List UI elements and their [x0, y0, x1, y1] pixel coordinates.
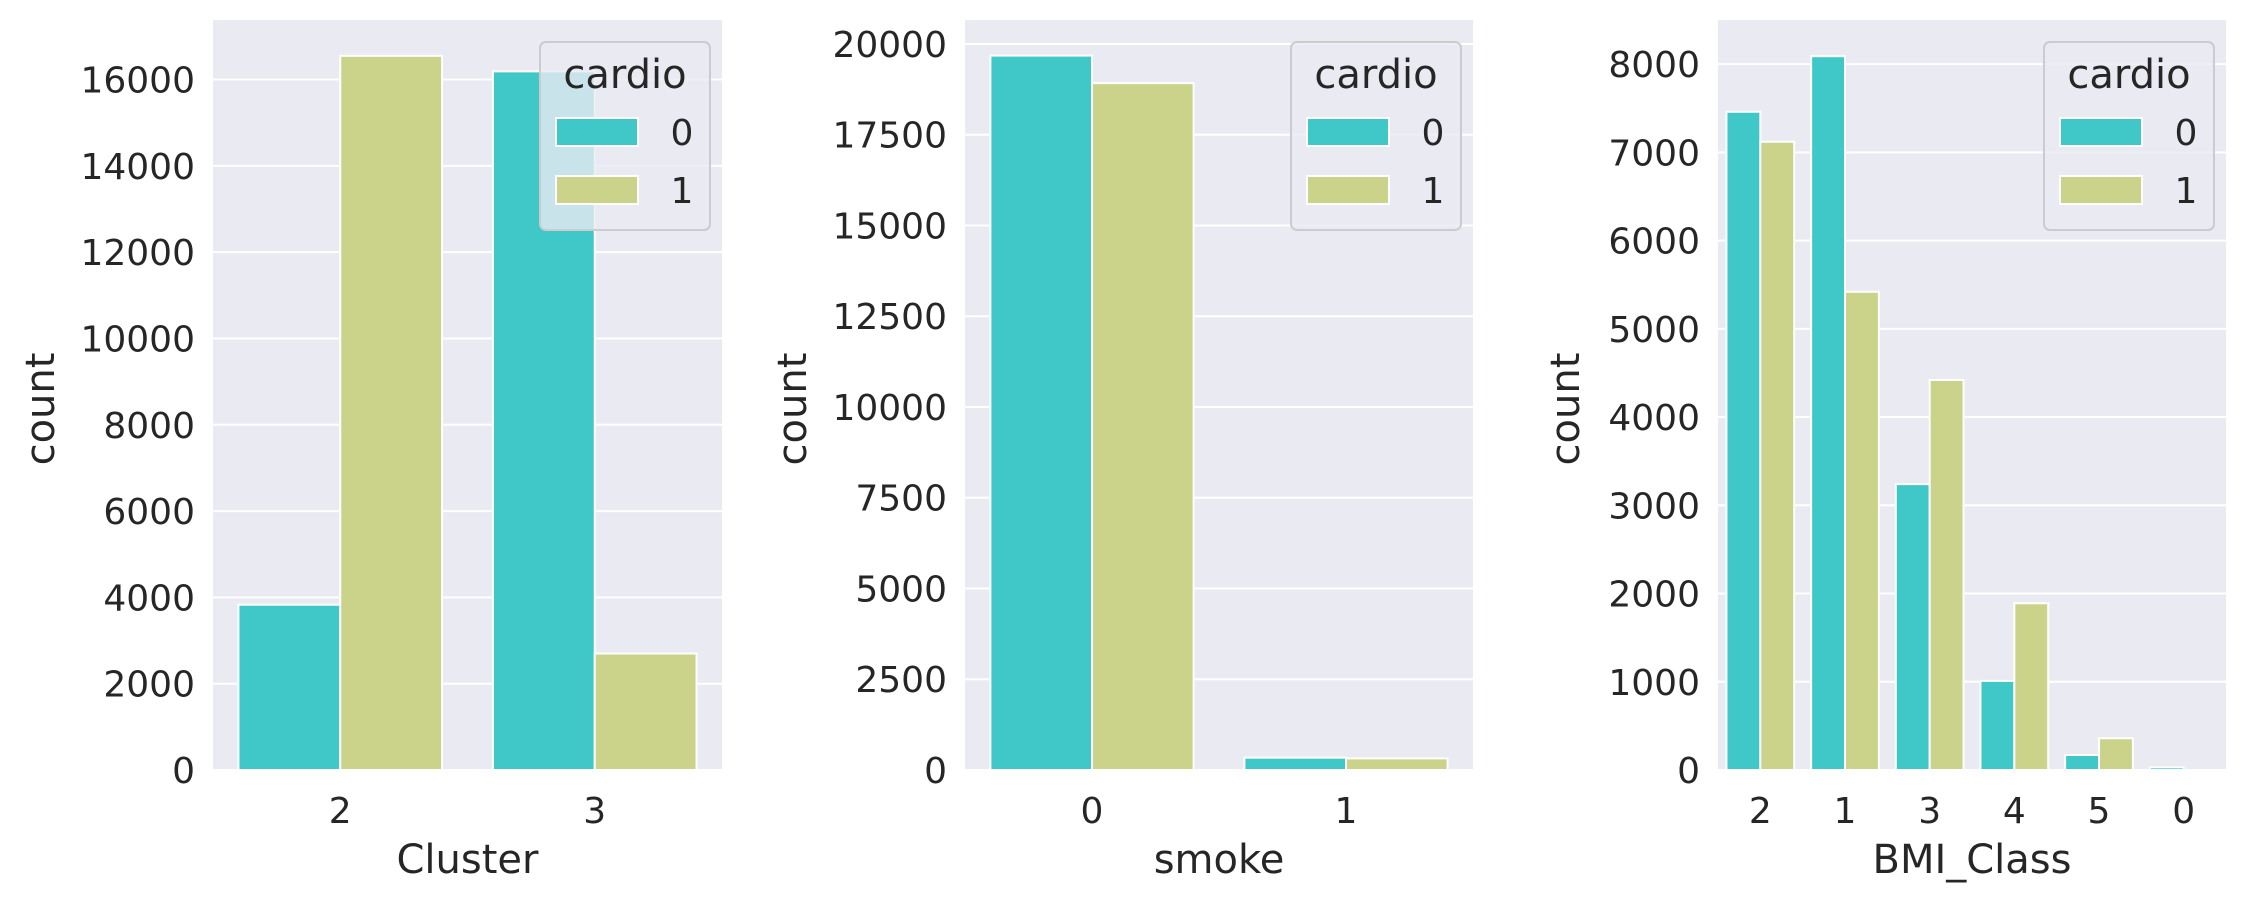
y-tick-label: 17500: [832, 116, 947, 157]
bar-2-cardio-0: [1725, 110, 1762, 771]
y-tick-label: 5000: [855, 569, 947, 610]
y-tick-label: 3000: [1608, 486, 1700, 527]
x-tick-label: 0: [1081, 791, 1104, 832]
y-tick-label: 4000: [1608, 398, 1700, 439]
y-axis-label: count: [770, 353, 816, 466]
bar-0-cardio-0: [2148, 766, 2185, 772]
y-tick-label: 10000: [832, 388, 947, 429]
x-tick-label: 2: [1749, 791, 1772, 832]
x-tick-label: 3: [583, 791, 606, 832]
bar-5-cardio-0: [2064, 754, 2100, 771]
y-tick-label: 2000: [103, 665, 195, 706]
y-tick-label: 0: [924, 751, 947, 792]
subplot-3: 0 1000 2000 3000 4000 5000 6000 7000 8000 2 1 3 4 5 0 B…: [1543, 20, 2226, 883]
bar-1-cardio-1: [1844, 290, 1880, 771]
y-tick-label: 15000: [832, 206, 947, 247]
x-tick-label: 3: [1918, 791, 1941, 832]
y-tick-label: 2000: [1608, 575, 1700, 616]
legend-label: 0: [2175, 113, 2198, 154]
legend-swatch-0: [1306, 117, 1390, 147]
legend-swatch-0: [555, 117, 639, 147]
y-tick-label: 16000: [80, 61, 195, 102]
bar-4-cardio-1: [2013, 602, 2050, 771]
bar-4-cardio-0: [1979, 679, 2016, 771]
bar-0-cardio-1: [1091, 82, 1195, 772]
legend-title: cardio: [1314, 52, 1437, 98]
subplot-1: 0 2000 4000 6000 8000 10000 12000 14000 16000 2 3 C…: [18, 20, 722, 883]
y-tick-label: 7500: [855, 479, 947, 520]
bar-3-cardio-1: [1928, 379, 1965, 771]
subplot-2: 0 2500 5000 7500 10000 12500 15000 17500 20000 0 1…: [770, 20, 1473, 883]
bar-2-cardio-1: [1759, 140, 1796, 771]
x-tick-label: 0: [2172, 791, 2195, 832]
y-tick-label: 7000: [1608, 133, 1700, 174]
legend-label: 1: [671, 171, 694, 212]
y-tick-label: 0: [1677, 751, 1700, 792]
y-tick-label: 12500: [832, 297, 947, 338]
x-tick-label: 4: [2003, 791, 2026, 832]
bar-2-cardio-0: [237, 603, 342, 771]
y-tick-label: 10000: [80, 319, 195, 360]
legend-label: 1: [2175, 171, 2198, 212]
y-tick-label: 5000: [1608, 310, 1700, 351]
bar-0-cardio-0: [989, 54, 1094, 772]
x-tick-label: 2: [329, 791, 352, 832]
legend-title: cardio: [563, 52, 686, 98]
y-tick-label: 8000: [1608, 45, 1700, 86]
y-tick-label: 0: [172, 751, 195, 792]
legend-title: cardio: [2067, 52, 2190, 98]
bar-1-cardio-1: [1345, 757, 1449, 772]
y-tick-label: 4000: [103, 578, 195, 619]
legend-label: 1: [1422, 171, 1445, 212]
bar-3-cardio-0: [1894, 483, 1931, 771]
x-tick-label: 1: [1834, 791, 1857, 832]
bar-2-cardio-1: [339, 54, 444, 772]
legend: cardio 0 1: [2043, 41, 2215, 231]
bar-1-cardio-0: [1243, 756, 1348, 771]
y-axis-label: count: [18, 353, 64, 466]
y-tick-label: 2500: [855, 660, 947, 701]
legend-swatch-1: [555, 175, 639, 205]
y-tick-label: 12000: [80, 233, 195, 274]
y-tick-label: 6000: [1608, 222, 1700, 263]
x-axis-label: smoke: [1154, 837, 1285, 883]
x-tick-label: 5: [2088, 791, 2111, 832]
legend: cardio 0 1: [539, 41, 711, 231]
bar-1-cardio-0: [1810, 55, 1846, 772]
x-axis-label: BMI_Class: [1873, 837, 2072, 883]
y-tick-label: 6000: [103, 492, 195, 533]
y-tick-label: 8000: [103, 406, 195, 447]
y-axis-label: count: [1543, 353, 1589, 466]
y-tick-label: 1000: [1608, 663, 1700, 704]
y-tick-label: 14000: [80, 147, 195, 188]
x-axis-label: Cluster: [397, 837, 540, 883]
y-tick-label: 20000: [832, 25, 947, 66]
legend-label: 0: [1422, 113, 1445, 154]
legend: cardio 0 1: [1290, 41, 1462, 231]
legend-swatch-0: [2059, 117, 2143, 147]
legend-swatch-1: [2059, 175, 2143, 205]
bar-3-cardio-1: [593, 652, 698, 771]
x-tick-label: 1: [1335, 791, 1358, 832]
bar-5-cardio-1: [2098, 737, 2134, 771]
legend-swatch-1: [1306, 175, 1390, 205]
legend-label: 0: [671, 113, 694, 154]
